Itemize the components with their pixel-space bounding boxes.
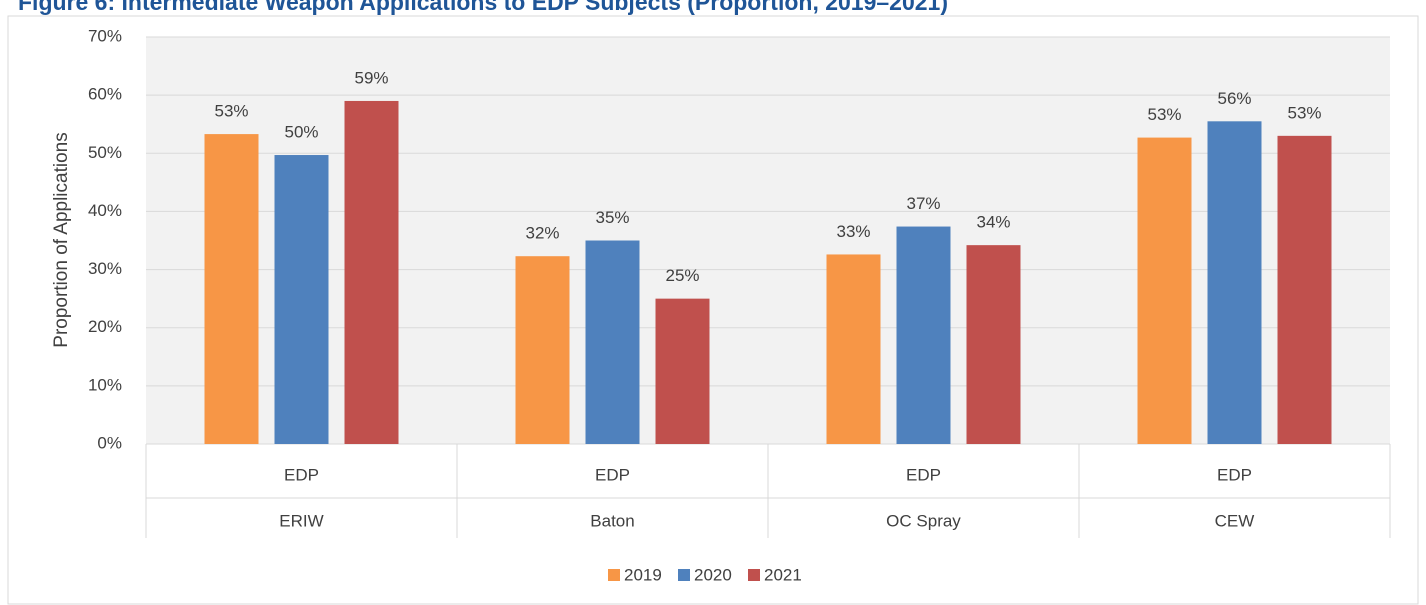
- bar: [344, 100, 399, 444]
- y-tick-label: 70%: [88, 26, 122, 45]
- bar: [655, 298, 710, 444]
- y-tick-label: 40%: [88, 201, 122, 220]
- data-label: 33%: [836, 222, 870, 241]
- x-subcategory-label: EDP: [284, 465, 319, 484]
- y-tick-label: 10%: [88, 375, 122, 394]
- y-tick-label: 30%: [88, 259, 122, 278]
- bar: [1207, 121, 1262, 445]
- x-tick-label: Baton: [590, 511, 634, 530]
- x-subcategory-label: EDP: [906, 465, 941, 484]
- legend-label: 2020: [694, 565, 732, 584]
- y-tick-label: 50%: [88, 143, 122, 162]
- legend-label: 2019: [624, 565, 662, 584]
- y-tick-label: 0%: [97, 433, 122, 452]
- data-label: 56%: [1217, 89, 1251, 108]
- bar: [1137, 137, 1192, 444]
- data-label: 53%: [214, 102, 248, 121]
- data-label: 34%: [976, 213, 1010, 232]
- data-label: 50%: [284, 123, 318, 142]
- bar: [896, 226, 951, 444]
- bar: [515, 256, 570, 444]
- x-tick-label: ERIW: [279, 511, 323, 530]
- data-label: 37%: [906, 194, 940, 213]
- data-label: 25%: [665, 266, 699, 285]
- bar: [585, 240, 640, 444]
- data-label: 35%: [595, 208, 629, 227]
- bar: [826, 254, 881, 444]
- y-axis-label: Proportion of Applications: [51, 132, 72, 347]
- bar: [204, 134, 259, 444]
- legend-swatch: [608, 569, 620, 581]
- y-tick-label: 20%: [88, 317, 122, 336]
- x-tick-label: CEW: [1215, 511, 1255, 530]
- plot-area: [146, 37, 1390, 444]
- x-subcategory-label: EDP: [595, 465, 630, 484]
- data-label: 53%: [1287, 103, 1321, 122]
- data-label: 53%: [1147, 105, 1181, 124]
- x-tick-label: OC Spray: [886, 511, 961, 530]
- chart-title: Figure 6: Intermediate Weapon Applicatio…: [18, 0, 948, 15]
- legend-swatch: [748, 569, 760, 581]
- y-tick-label: 60%: [88, 85, 122, 104]
- legend-label: 2021: [764, 565, 802, 584]
- bar: [966, 245, 1021, 444]
- x-subcategory-label: EDP: [1217, 465, 1252, 484]
- bar: [1277, 135, 1332, 445]
- legend-swatch: [678, 569, 690, 581]
- data-label: 32%: [525, 224, 559, 243]
- data-label: 59%: [354, 68, 388, 87]
- bar: [274, 155, 329, 444]
